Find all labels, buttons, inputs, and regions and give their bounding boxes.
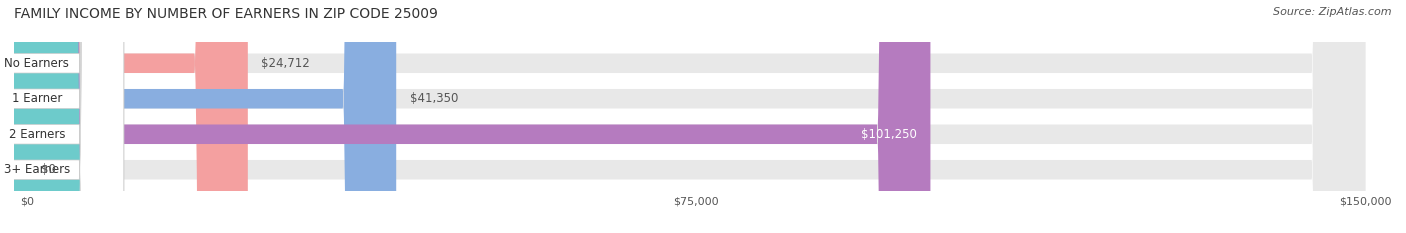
FancyBboxPatch shape	[28, 0, 1365, 233]
FancyBboxPatch shape	[28, 0, 1365, 233]
FancyBboxPatch shape	[0, 0, 124, 233]
FancyBboxPatch shape	[28, 0, 931, 233]
Text: 2 Earners: 2 Earners	[8, 128, 65, 141]
Text: $0: $0	[41, 163, 56, 176]
Text: No Earners: No Earners	[4, 57, 69, 70]
FancyBboxPatch shape	[0, 0, 124, 233]
FancyBboxPatch shape	[28, 0, 1365, 233]
Text: $101,250: $101,250	[860, 128, 917, 141]
Text: 1 Earner: 1 Earner	[11, 92, 62, 105]
Text: FAMILY INCOME BY NUMBER OF EARNERS IN ZIP CODE 25009: FAMILY INCOME BY NUMBER OF EARNERS IN ZI…	[14, 7, 437, 21]
FancyBboxPatch shape	[0, 0, 124, 233]
FancyBboxPatch shape	[0, 0, 82, 233]
FancyBboxPatch shape	[28, 0, 396, 233]
Text: 3+ Earners: 3+ Earners	[4, 163, 70, 176]
FancyBboxPatch shape	[0, 0, 124, 233]
FancyBboxPatch shape	[28, 0, 1365, 233]
Text: $41,350: $41,350	[409, 92, 458, 105]
FancyBboxPatch shape	[28, 0, 247, 233]
Text: Source: ZipAtlas.com: Source: ZipAtlas.com	[1274, 7, 1392, 17]
Text: $24,712: $24,712	[262, 57, 309, 70]
